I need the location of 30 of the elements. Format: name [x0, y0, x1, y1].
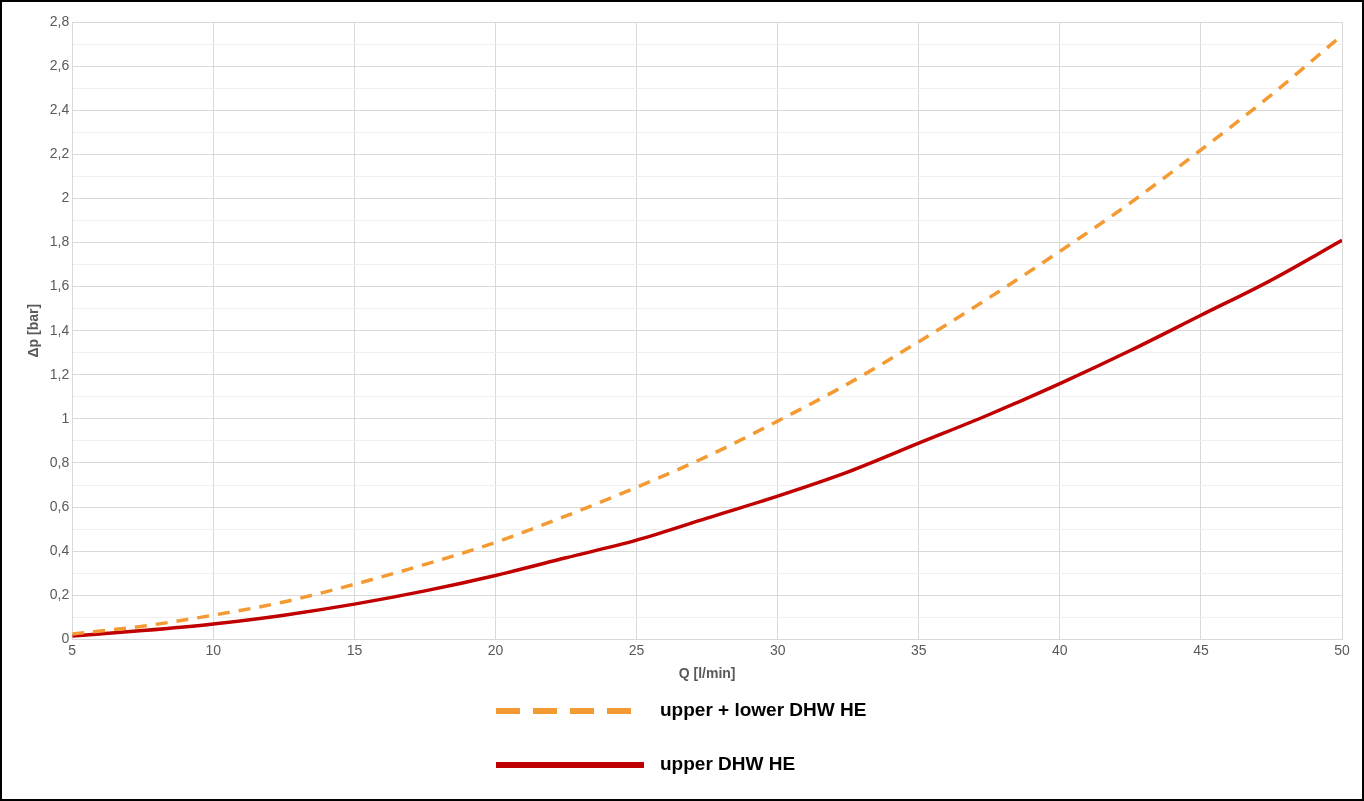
x-tick-label: 25 — [628, 641, 645, 658]
y-tick-label: 0,6 — [49, 497, 70, 514]
y-tick-label: 2,4 — [49, 101, 70, 118]
x-tick-label: 40 — [1052, 641, 1068, 658]
y-tick-label: 2,8 — [49, 12, 70, 29]
x-tick-label: 20 — [487, 641, 504, 658]
y-tick-label: 0 — [61, 630, 70, 647]
y-tick-label: 1,8 — [49, 233, 70, 250]
y-tick-label: 1,4 — [49, 321, 70, 338]
legend-label: upper DHW HE — [660, 753, 796, 775]
y-tick-label: 1 — [61, 409, 70, 426]
y-axis-title: Δp [bar] — [25, 303, 42, 358]
x-tick-label: 10 — [205, 641, 222, 658]
y-tick-label: 2 — [61, 189, 70, 206]
y-tick-label: 0,2 — [49, 586, 70, 603]
x-tick-label: 30 — [769, 641, 786, 658]
x-tick-label: 45 — [1193, 641, 1209, 658]
x-tick-label: 5 — [68, 641, 77, 658]
y-tick-label: 1,6 — [49, 277, 70, 294]
x-tick-label: 50 — [1334, 641, 1350, 658]
x-tick-label: 35 — [910, 641, 927, 658]
legend-label: upper + lower DHW HE — [660, 699, 867, 721]
y-tick-label: 0,8 — [49, 453, 70, 470]
x-axis-title: Q [l/min] — [678, 665, 736, 682]
line-series — [72, 238, 1342, 638]
y-tick-label: 2,2 — [49, 145, 70, 162]
y-tick-label: 1,2 — [49, 365, 70, 382]
y-tick-label: 0,4 — [49, 542, 70, 559]
y-tick-label: 2,6 — [49, 56, 70, 73]
x-tick-label: 15 — [346, 641, 363, 658]
